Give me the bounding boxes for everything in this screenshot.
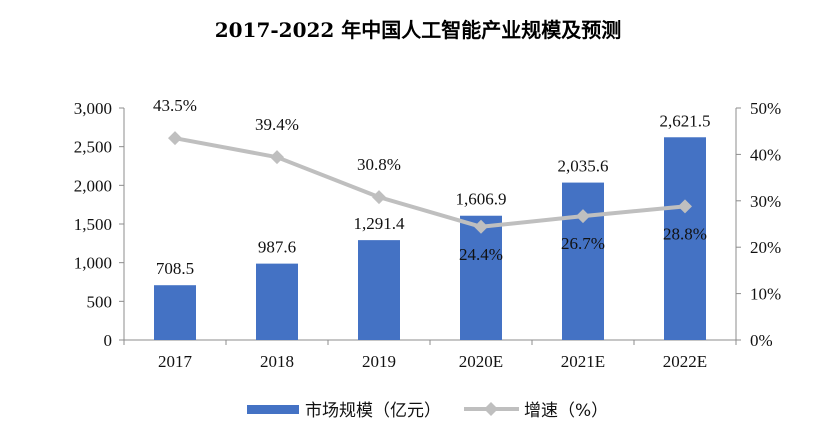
bar-value-label: 1,291.4	[354, 214, 406, 233]
bar-value-label: 2,621.5	[660, 111, 711, 130]
y-right-tick-label: 0%	[750, 331, 773, 350]
growth-line	[168, 131, 692, 234]
growth-point	[372, 190, 386, 205]
y-left-tick-label: 0	[104, 331, 113, 350]
x-tick-label: 2017	[158, 352, 193, 371]
y-left-tick-label: 2,500	[74, 138, 112, 157]
y-left-tick-label: 1,000	[74, 254, 112, 273]
y-right-tick-label: 50%	[750, 99, 781, 118]
growth-line-path	[174, 136, 686, 229]
legend-line-label: 增速（%）	[524, 401, 608, 421]
growth-point	[576, 209, 590, 224]
growth-value-label: 30.8%	[357, 155, 401, 174]
bar	[358, 240, 400, 340]
x-tick-label: 2022E	[663, 352, 707, 371]
y-right-tick-label: 10%	[750, 285, 781, 304]
bar	[562, 182, 604, 340]
bar	[664, 137, 706, 340]
growth-point	[678, 199, 692, 214]
x-tick-label: 2021E	[561, 352, 605, 371]
bars	[154, 137, 706, 340]
growth-value-label: 24.4%	[459, 245, 503, 264]
y-right-tick-label: 30%	[750, 192, 781, 211]
y-left-tick-label: 3,000	[74, 99, 112, 118]
y-right-tick-label: 40%	[750, 145, 781, 164]
growth-value-label: 28.8%	[663, 224, 707, 243]
growth-value-label: 39.4%	[255, 115, 299, 134]
bar	[256, 263, 298, 340]
legend: 市场规模（亿元） 增速（%）	[247, 401, 608, 421]
chart-title: 2017-2022 年中国人工智能产业规模及预测	[215, 18, 622, 42]
bar-value-label: 708.5	[156, 259, 194, 278]
bar	[460, 215, 502, 340]
x-tick-label: 2020E	[459, 352, 503, 371]
legend-line-marker	[484, 402, 498, 416]
legend-bar-label: 市场规模（亿元）	[305, 401, 441, 421]
bar-value-label: 987.6	[258, 238, 296, 257]
growth-point	[168, 131, 182, 146]
y-left-tick-label: 500	[87, 292, 113, 311]
x-tick-label: 2019	[362, 352, 396, 371]
legend-bar-swatch	[247, 405, 299, 414]
growth-value-label: 43.5%	[153, 96, 197, 115]
bar-value-label: 2,035.6	[558, 157, 609, 176]
line-labels: 43.5% 39.4% 30.8% 24.4% 26.7% 28.8%	[153, 96, 707, 264]
growth-value-label: 26.7%	[561, 234, 605, 253]
y-left-tick-label: 2,000	[74, 176, 112, 195]
growth-point	[474, 219, 488, 234]
bar-value-label: 1,606.9	[456, 190, 507, 209]
axes: 0 500 1,000 1,500 2,000 2,500 3,000 0% 10% 20% 30%…	[74, 99, 781, 371]
y-right-tick-label: 20%	[750, 238, 781, 257]
bar-labels: 708.5 987.6 1,291.4 1,606.9 2,035.6 2,621.5	[156, 111, 711, 278]
x-tick-label: 2018	[260, 352, 294, 371]
growth-point	[270, 150, 284, 165]
bar	[154, 285, 196, 340]
y-left-tick-label: 1,500	[74, 215, 112, 234]
